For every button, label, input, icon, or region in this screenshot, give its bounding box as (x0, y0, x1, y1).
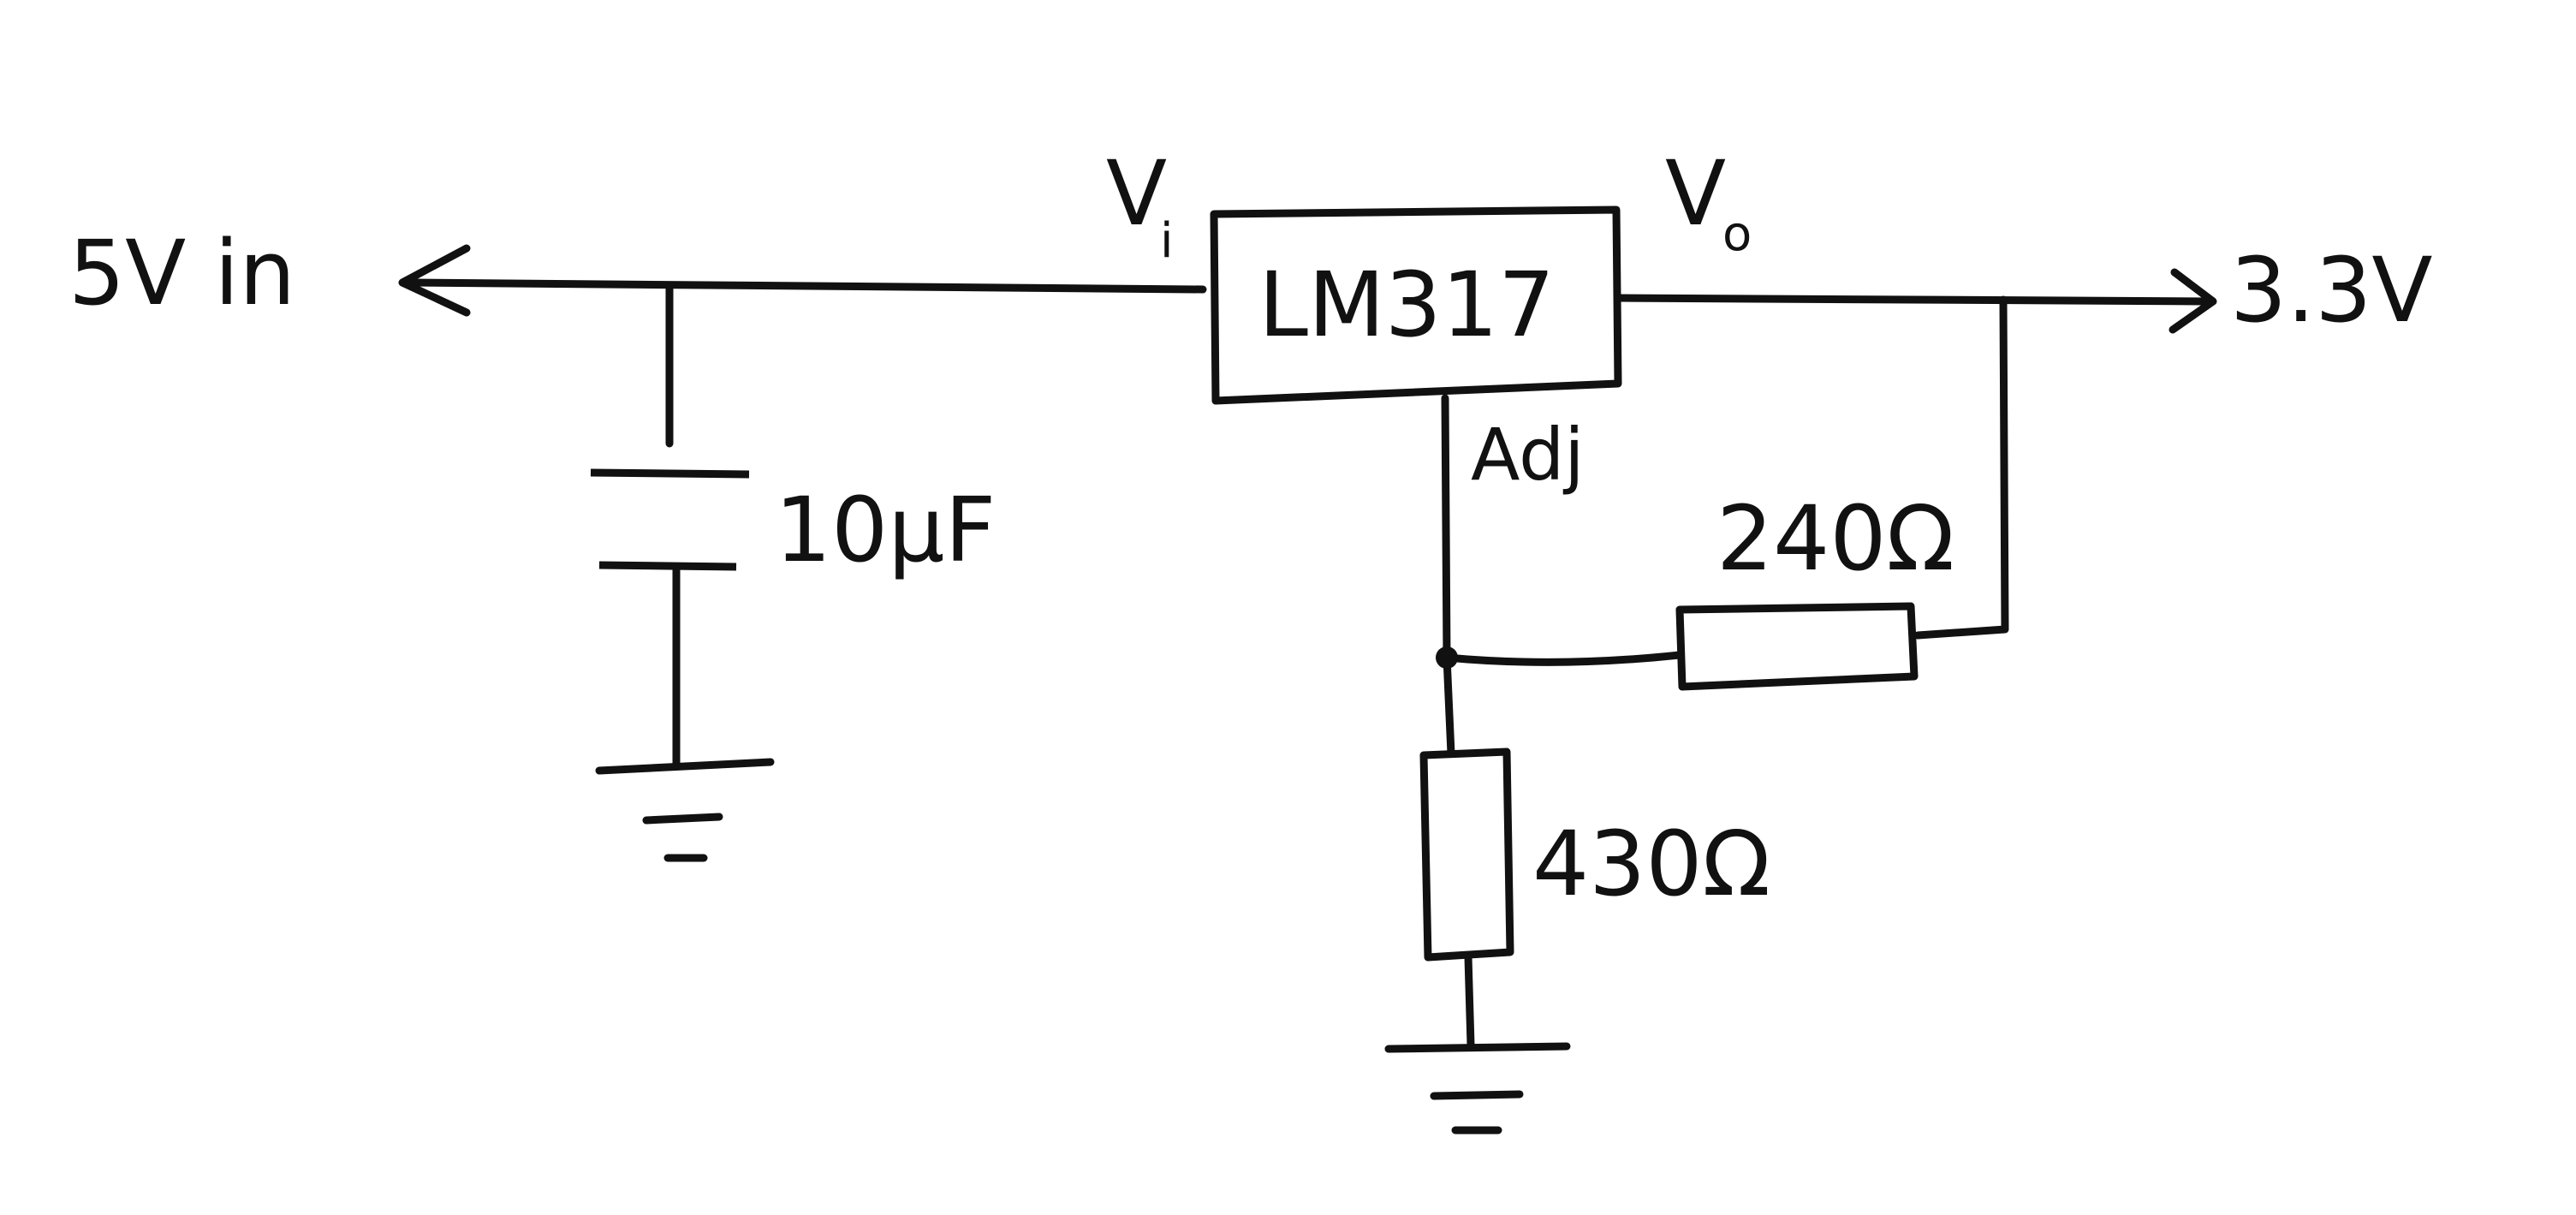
output-voltage-label: 3.3V (2230, 238, 2433, 342)
adj-pin-label: Adj (1471, 413, 1585, 497)
regulator-label: LM317 (1258, 253, 1555, 357)
feedback-wire (1913, 295, 2009, 640)
output-wire (1614, 268, 2217, 334)
resistor-430-label: 430Ω (1532, 812, 1770, 916)
resistor-ground-symbol (1384, 1042, 1571, 1135)
svg-text:V: V (1106, 141, 1167, 246)
resistor-240-label: 240Ω (1716, 486, 1954, 591)
svg-text:o: o (1722, 206, 1752, 262)
capacitor-10uf (590, 283, 750, 768)
capacitor-ground-symbol (595, 758, 775, 862)
svg-text:i: i (1160, 213, 1174, 269)
resistor-240-ohm (1675, 602, 1919, 691)
input-voltage-label: 5V in (68, 221, 295, 325)
lm317-regulator-box (1210, 205, 1622, 405)
junction-dot (1436, 646, 1458, 669)
capacitor-label: 10μF (775, 478, 996, 582)
vin-pin-label: V i (1106, 141, 1174, 269)
resistor-430-ohm (1419, 747, 1514, 1049)
input-wire (398, 244, 1207, 317)
adjust-wire (1436, 394, 1684, 758)
vout-pin-label: V o (1665, 141, 1752, 262)
svg-text:V: V (1665, 141, 1726, 246)
